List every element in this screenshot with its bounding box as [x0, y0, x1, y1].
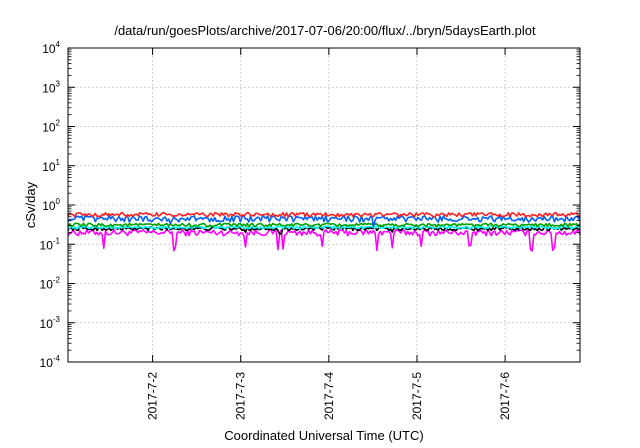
y-tick-label: 101: [42, 158, 60, 174]
y-tick-label: 103: [42, 79, 60, 95]
x-tick-label: 2017-7-3: [234, 372, 248, 420]
series-line: [67, 222, 581, 228]
y-tick-label: 10-3: [40, 315, 61, 331]
x-tick-label: 2017-7-4: [322, 372, 336, 420]
series-line: [67, 215, 581, 228]
ticks: 10-4 10-3 10-2 10-1 100 101 102 103 104 2017-7-2 2…: [40, 40, 580, 420]
x-tick-label: 2017-7-6: [498, 372, 512, 420]
y-tick-label: 10-1: [40, 236, 61, 252]
y-tick-label: 10-4: [40, 354, 61, 370]
series-layer: [67, 211, 581, 252]
chart-title: /data/run/goesPlots/archive/2017-07-06/2…: [114, 23, 536, 38]
y-tick-label: 10-2: [40, 276, 61, 292]
x-tick-label: 2017-7-5: [410, 372, 424, 420]
y-tick-label: 100: [42, 197, 60, 213]
y-tick-label: 102: [42, 119, 60, 135]
series-line: [67, 225, 581, 230]
series-line: [67, 211, 581, 218]
y-axis-label: cSv/day: [23, 181, 38, 228]
grid: [68, 48, 580, 362]
series-line: [67, 228, 581, 252]
x-axis-label: Coordinated Universal Time (UTC): [224, 428, 423, 443]
x-tick-label: 2017-7-2: [146, 372, 160, 420]
y-tick-label: 104: [42, 40, 60, 56]
